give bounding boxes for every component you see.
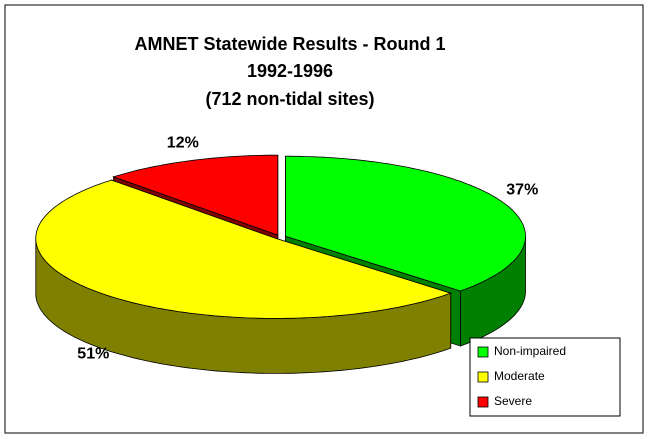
- legend-label: Non-impaired: [494, 344, 566, 358]
- legend-swatch: [477, 371, 489, 383]
- data-label: 12%: [167, 134, 199, 151]
- data-label: 51%: [77, 345, 109, 362]
- slice-tops: [35, 154, 526, 319]
- chart-title: AMNET Statewide Results - Round 1: [134, 34, 445, 54]
- chart-title: (712 non-tidal sites): [205, 89, 374, 109]
- legend-box: [469, 337, 621, 417]
- pie-slice: [285, 155, 526, 292]
- legend-label: Severe: [494, 394, 532, 408]
- legend-swatch: [477, 346, 489, 358]
- chart-title: 1992-1996: [247, 61, 333, 81]
- pie-slice: [35, 179, 453, 319]
- legend-swatch: [477, 396, 489, 408]
- legend-label: Moderate: [494, 369, 545, 383]
- data-label: 37%: [506, 181, 538, 198]
- pie-slice: [112, 154, 279, 236]
